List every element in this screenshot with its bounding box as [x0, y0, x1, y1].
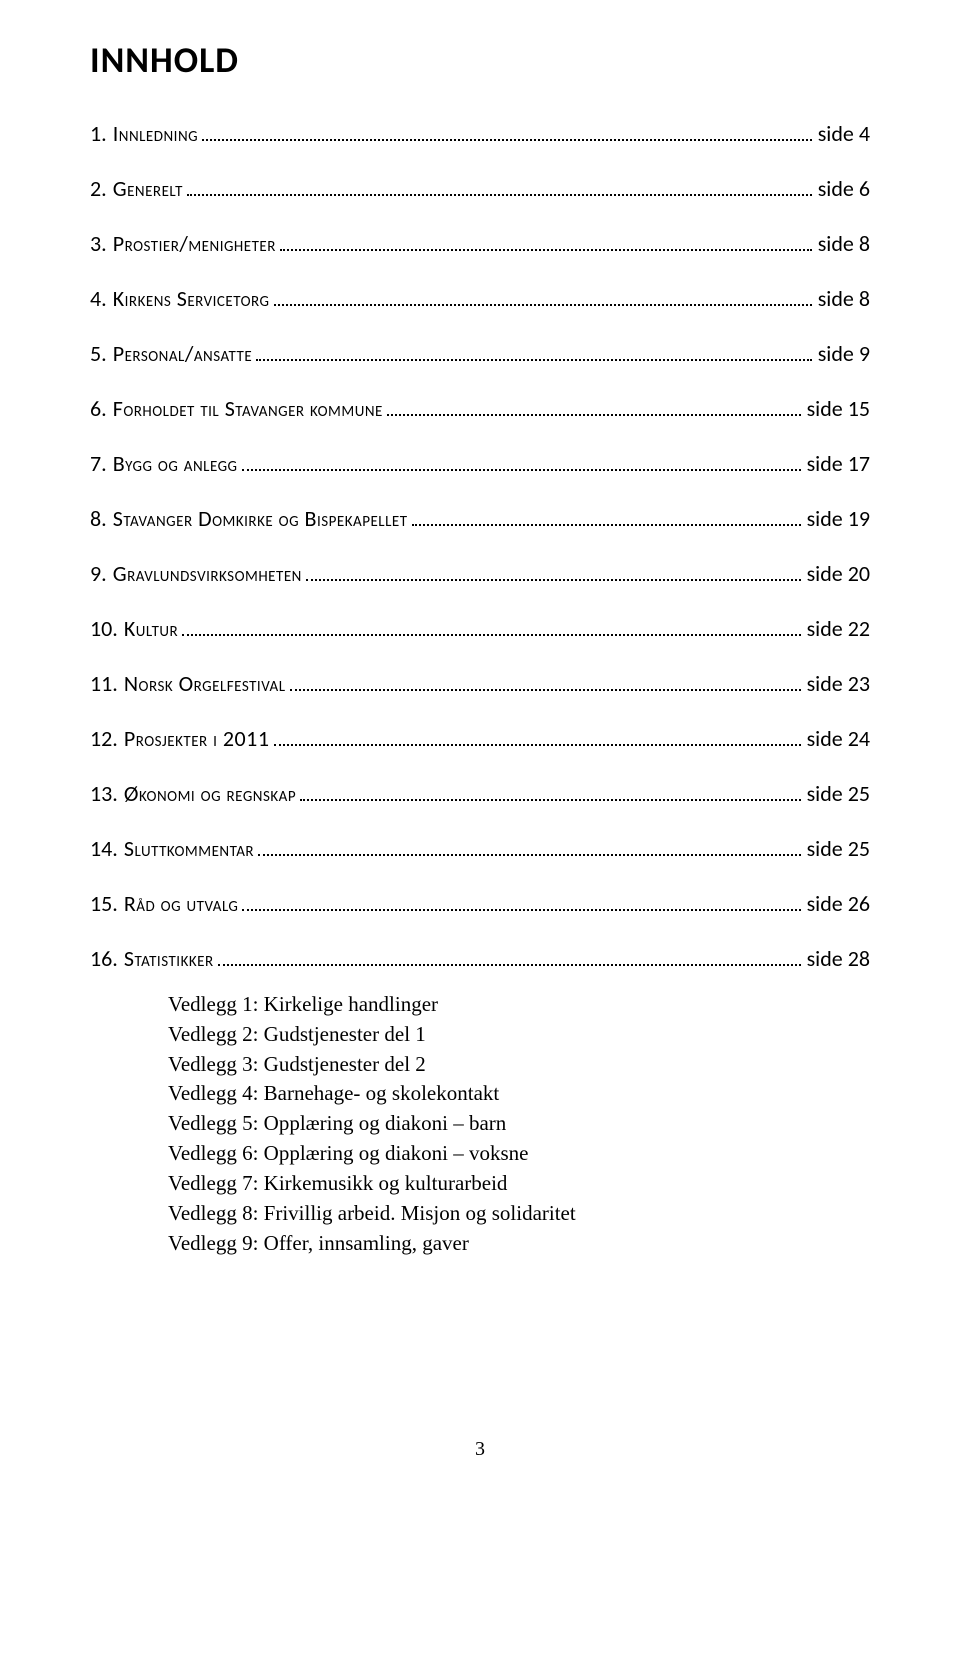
toc-page: side 15 — [807, 395, 870, 422]
toc-number: 9. — [90, 560, 113, 587]
appendix-item: Vedlegg 1: Kirkelige handlinger — [168, 990, 870, 1020]
toc-page: side 23 — [807, 670, 870, 697]
dot-leader — [258, 843, 801, 856]
toc-number: 6. — [90, 395, 113, 422]
dot-leader — [202, 128, 812, 141]
toc-page: side 20 — [807, 560, 870, 587]
appendix-item: Vedlegg 3: Gudstjenester del 2 — [168, 1050, 870, 1080]
dot-leader — [280, 238, 812, 251]
toc-label: Sluttkommentar — [124, 835, 254, 862]
toc-number: 4. — [90, 285, 113, 312]
page-number: 3 — [90, 1438, 870, 1461]
toc-page: side 8 — [818, 230, 870, 257]
toc-label: Kirkens Servicetorg — [113, 285, 270, 312]
toc-number: 10. — [90, 615, 124, 642]
toc-label: Økonomi og regnskap — [124, 780, 296, 807]
toc-page: side 25 — [807, 835, 870, 862]
toc-label: Generelt — [113, 175, 183, 202]
dot-leader — [242, 898, 800, 911]
toc-number: 12. — [90, 725, 124, 752]
toc-number: 3. — [90, 230, 113, 257]
toc-number: 13. — [90, 780, 124, 807]
table-of-contents: 1. Innledning side 4 2. Generelt side 6 … — [90, 120, 870, 972]
toc-row: 15. Råd og utvalg side 26 — [90, 890, 870, 917]
appendix-list: Vedlegg 1: Kirkelige handlinger Vedlegg … — [168, 990, 870, 1258]
toc-page: side 26 — [807, 890, 870, 917]
appendix-item: Vedlegg 8: Frivillig arbeid. Misjon og s… — [168, 1199, 870, 1229]
toc-page: side 19 — [807, 505, 870, 532]
toc-row: 10. Kultur side 22 — [90, 615, 870, 642]
dot-leader — [187, 183, 812, 196]
toc-number: 1. — [90, 120, 113, 147]
dot-leader — [274, 293, 812, 306]
toc-label: Prostier/menigheter — [113, 230, 276, 257]
dot-leader — [218, 953, 801, 966]
toc-label: Bygg og anlegg — [113, 450, 238, 477]
page-title: INNHOLD — [90, 38, 870, 82]
toc-row: 6. Forholdet til Stavanger kommune side … — [90, 395, 870, 422]
toc-row: 9. Gravlundsvirksomheten side 20 — [90, 560, 870, 587]
toc-row: 2. Generelt side 6 — [90, 175, 870, 202]
dot-leader — [290, 678, 801, 691]
toc-label: Statistikker — [124, 945, 214, 972]
appendix-item: Vedlegg 6: Opplæring og diakoni – voksne — [168, 1139, 870, 1169]
toc-page: side 28 — [807, 945, 870, 972]
dot-leader — [412, 513, 801, 526]
toc-page: side 17 — [807, 450, 870, 477]
toc-page: side 24 — [807, 725, 870, 752]
toc-row: 5. Personal/ansatte side 9 — [90, 340, 870, 367]
toc-label: Kultur — [124, 615, 178, 642]
toc-number: 16. — [90, 945, 124, 972]
toc-row: 7. Bygg og anlegg side 17 — [90, 450, 870, 477]
toc-number: 8. — [90, 505, 113, 532]
toc-page: side 6 — [818, 175, 870, 202]
toc-number: 11. — [90, 670, 124, 697]
toc-label: Norsk Orgelfestival — [124, 670, 286, 697]
toc-label: Innledning — [113, 120, 198, 147]
toc-row: 13. Økonomi og regnskap side 25 — [90, 780, 870, 807]
toc-row: 3. Prostier/menigheter side 8 — [90, 230, 870, 257]
toc-row: 1. Innledning side 4 — [90, 120, 870, 147]
dot-leader — [256, 348, 812, 361]
dot-leader — [300, 788, 800, 801]
toc-page: side 8 — [818, 285, 870, 312]
appendix-item: Vedlegg 5: Opplæring og diakoni – barn — [168, 1109, 870, 1139]
dot-leader — [242, 458, 801, 471]
toc-page: side 25 — [807, 780, 870, 807]
dot-leader — [274, 733, 801, 746]
toc-page: side 4 — [818, 120, 870, 147]
toc-row: 16. Statistikker side 28 — [90, 945, 870, 972]
toc-number: 15. — [90, 890, 124, 917]
toc-page: side 9 — [818, 340, 870, 367]
toc-row: 8. Stavanger Domkirke og Bispekapellet s… — [90, 505, 870, 532]
toc-number: 14. — [90, 835, 124, 862]
toc-label: Råd og utvalg — [124, 890, 239, 917]
appendix-item: Vedlegg 4: Barnehage- og skolekontakt — [168, 1079, 870, 1109]
toc-row: 14. Sluttkommentar side 25 — [90, 835, 870, 862]
toc-label: Gravlundsvirksomheten — [113, 560, 302, 587]
dot-leader — [182, 623, 800, 636]
appendix-item: Vedlegg 7: Kirkemusikk og kulturarbeid — [168, 1169, 870, 1199]
toc-row: 4. Kirkens Servicetorg side 8 — [90, 285, 870, 312]
dot-leader — [387, 403, 801, 416]
toc-label: Prosjekter i 2011 — [124, 725, 270, 752]
toc-number: 7. — [90, 450, 113, 477]
appendix-item: Vedlegg 9: Offer, innsamling, gaver — [168, 1229, 870, 1259]
toc-row: 11. Norsk Orgelfestival side 23 — [90, 670, 870, 697]
toc-number: 2. — [90, 175, 113, 202]
toc-label: Personal/ansatte — [113, 340, 252, 367]
dot-leader — [306, 568, 801, 581]
toc-label: Stavanger Domkirke og Bispekapellet — [113, 505, 408, 532]
toc-row: 12. Prosjekter i 2011 side 24 — [90, 725, 870, 752]
toc-page: side 22 — [807, 615, 870, 642]
toc-label: Forholdet til Stavanger kommune — [113, 395, 383, 422]
toc-number: 5. — [90, 340, 113, 367]
appendix-item: Vedlegg 2: Gudstjenester del 1 — [168, 1020, 870, 1050]
